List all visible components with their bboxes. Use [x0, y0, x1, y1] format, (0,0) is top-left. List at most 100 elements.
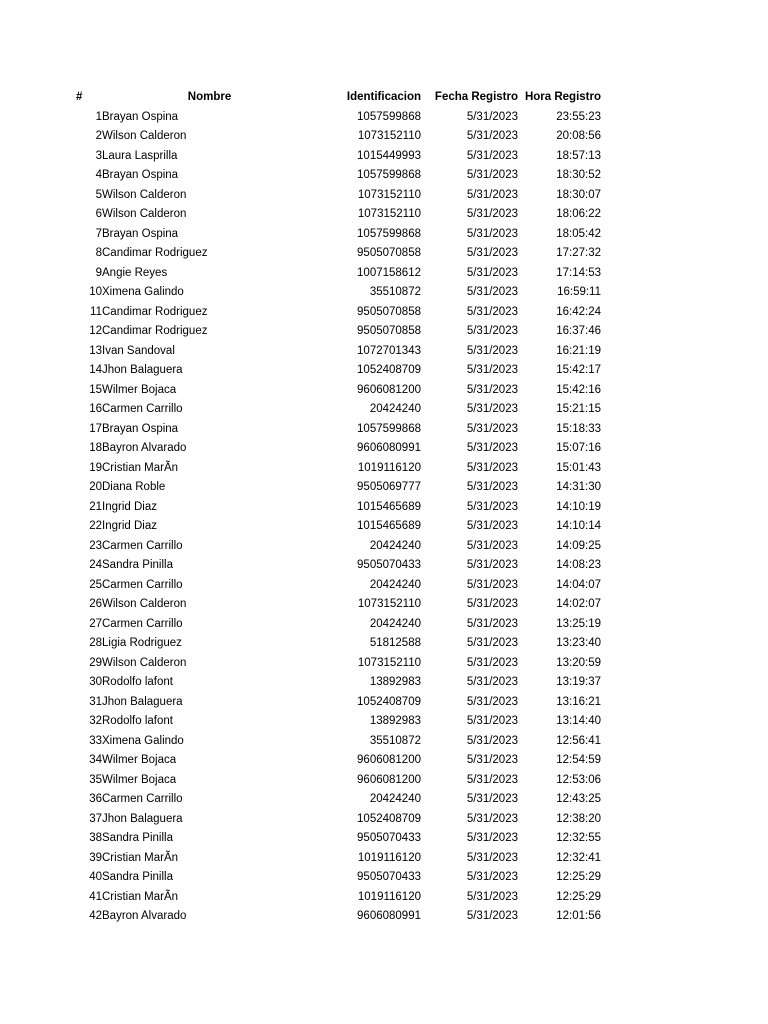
cell-number: 9 [95, 266, 102, 279]
cell-identificacion: 20424240 [369, 403, 421, 415]
cell-nombre: Cristian MarÃn [102, 851, 179, 864]
cell-hora-registro: 12:43:25 [556, 793, 601, 805]
cell-nombre: Sandra Pinilla [102, 832, 173, 844]
cell-hora-registro: 14:10:14 [556, 520, 601, 532]
table-row: 42 Bayron Alvarado 9606080991 5/31/2023 12:0… [76, 907, 601, 927]
cell-hora-registro: 13:14:40 [556, 715, 601, 727]
cell-nombre: Wilmer Bojaca [102, 754, 177, 766]
cell-nombre: Brayan Ospina [102, 110, 179, 123]
cell-nombre: Wilson Calderon [102, 188, 187, 201]
cell-nombre: Rodolfo lafont [102, 676, 173, 688]
cell-number: 11 [90, 305, 102, 318]
cell-fecha-registro: 5/31/2023 [466, 110, 518, 123]
table-row: 29 Wilson Calderon 1073152110 5/31/2023 13:2… [76, 654, 601, 674]
cell-number: 18 [89, 442, 102, 454]
table-row: 24 Sandra Pinilla 9505070433 5/31/2023 14:08… [76, 556, 601, 576]
cell-nombre: Sandra Pinilla [102, 871, 173, 883]
cell-identificacion: 1052408709 [357, 364, 421, 376]
cell-fecha-registro: 5/31/2023 [466, 227, 518, 240]
cell-identificacion: 13892983 [369, 676, 421, 688]
cell-fecha-registro: 5/31/2023 [466, 149, 518, 162]
cell-identificacion: 9606081200 [357, 754, 421, 766]
cell-number: 40 [89, 871, 102, 883]
cell-number: 25 [89, 578, 102, 591]
cell-nombre: Bayron Alvarado [102, 910, 187, 922]
cell-hora-registro: 23:55:23 [556, 110, 601, 123]
table-row: 5 Wilson Calderon 1073152110 5/31/2023 18:30… [76, 186, 601, 206]
table-header: # Nombre Identificacion Fecha Registro H… [76, 88, 601, 108]
table-row: 16 Carmen Carrillo 20424240 5/31/2023 15:21:… [76, 400, 601, 420]
cell-number: 23 [89, 539, 102, 552]
cell-number: 32 [89, 715, 102, 727]
cell-identificacion: 20424240 [369, 539, 421, 552]
cell-nombre: Brayan Ospina [102, 422, 179, 435]
registration-table: # Nombre Identificacion Fecha Registro H… [76, 88, 601, 927]
column-header-hora-registro: Hora Registro [524, 91, 601, 103]
table-row: 2 Wilson Calderon 1073152110 5/31/2023 20:08… [76, 127, 601, 147]
cell-identificacion: 1015449993 [357, 149, 421, 162]
cell-number: 7 [95, 227, 102, 240]
table-row: 28 Ligia Rodriguez 51812588 5/31/2023 13:23:… [76, 634, 601, 654]
cell-number: 30 [89, 676, 102, 688]
cell-identificacion: 9505070433 [357, 832, 421, 844]
cell-number: 27 [89, 617, 102, 630]
cell-nombre: Ligia Rodriguez [102, 637, 182, 649]
cell-fecha-registro: 5/31/2023 [466, 598, 518, 610]
cell-nombre: Carmen Carrillo [102, 539, 183, 552]
cell-fecha-registro: 5/31/2023 [466, 890, 518, 903]
table-row: 25 Carmen Carrillo 20424240 5/31/2023 14:04:… [76, 576, 601, 596]
cell-identificacion: 1057599868 [357, 110, 421, 123]
cell-nombre: Ingrid Diaz [102, 500, 157, 513]
cell-hora-registro: 15:07:16 [556, 442, 601, 454]
cell-nombre: Ximena Galindo [102, 286, 184, 298]
cell-identificacion: 13892983 [369, 715, 421, 727]
table-row: 12 Candimar Rodriguez 9505070858 5/31/2023 1… [76, 322, 601, 342]
cell-nombre: Cristian MarÃn [102, 461, 179, 474]
registration-table-container: # Nombre Identificacion Fecha Registro H… [76, 88, 601, 927]
cell-nombre: Candimar Rodriguez [102, 325, 208, 337]
cell-hora-registro: 16:37:46 [556, 325, 601, 337]
cell-identificacion: 9606080991 [357, 442, 421, 454]
cell-fecha-registro: 5/31/2023 [466, 266, 518, 279]
table-row: 15 Wilmer Bojaca 9606081200 5/31/2023 15:42:… [76, 381, 601, 401]
cell-hora-registro: 14:10:19 [556, 500, 601, 513]
cell-fecha-registro: 5/31/2023 [466, 637, 518, 649]
cell-hora-registro: 18:05:42 [556, 227, 601, 240]
table-row: 35 Wilmer Bojaca 9606081200 5/31/2023 12:53:… [76, 771, 601, 791]
cell-fecha-registro: 5/31/2023 [466, 247, 518, 259]
cell-identificacion: 1015465689 [357, 500, 421, 513]
cell-hora-registro: 15:18:33 [556, 422, 601, 435]
cell-number: 24 [89, 559, 102, 571]
cell-nombre: Wilson Calderon [102, 656, 187, 669]
cell-number: 34 [89, 754, 102, 766]
cell-hora-registro: 12:53:06 [556, 773, 601, 786]
column-header-nombre: Nombre [187, 91, 232, 103]
cell-number: 15 [89, 383, 102, 396]
cell-identificacion: 9505070433 [357, 871, 421, 883]
cell-nombre: Ximena Galindo [102, 734, 184, 747]
cell-nombre: Cristian MarÃn [102, 890, 179, 903]
cell-identificacion: 9606080991 [357, 910, 421, 922]
cell-hora-registro: 12:54:59 [556, 754, 601, 766]
table-row: 10 Ximena Galindo 35510872 5/31/2023 16:59:1… [76, 283, 601, 303]
cell-fecha-registro: 5/31/2023 [466, 481, 518, 493]
cell-fecha-registro: 5/31/2023 [466, 461, 518, 474]
cell-hora-registro: 15:42:17 [556, 364, 601, 376]
cell-nombre: Brayan Ospina [102, 169, 179, 181]
cell-fecha-registro: 5/31/2023 [466, 734, 518, 747]
table-row: 40 Sandra Pinilla 9505070433 5/31/2023 12:25… [76, 868, 601, 888]
table-row: 30 Rodolfo lafont 13892983 5/31/2023 13:19:3… [76, 673, 601, 693]
table-row: 33 Ximena Galindo 35510872 5/31/2023 12:56:4… [76, 732, 601, 752]
cell-number: 21 [89, 500, 102, 513]
table-row: 37 Jhon Balaguera 1052408709 5/31/2023 12:38… [76, 810, 601, 830]
cell-fecha-registro: 5/31/2023 [466, 656, 518, 669]
cell-number: 5 [95, 188, 102, 201]
cell-fecha-registro: 5/31/2023 [466, 422, 518, 435]
cell-nombre: Ingrid Diaz [102, 520, 157, 532]
cell-fecha-registro: 5/31/2023 [466, 578, 518, 591]
cell-hora-registro: 20:08:56 [556, 130, 601, 142]
table-row: 36 Carmen Carrillo 20424240 5/31/2023 12:43:… [76, 790, 601, 810]
cell-hora-registro: 15:21:15 [556, 403, 601, 415]
cell-number: 20 [89, 481, 102, 493]
cell-hora-registro: 14:08:23 [556, 559, 601, 571]
